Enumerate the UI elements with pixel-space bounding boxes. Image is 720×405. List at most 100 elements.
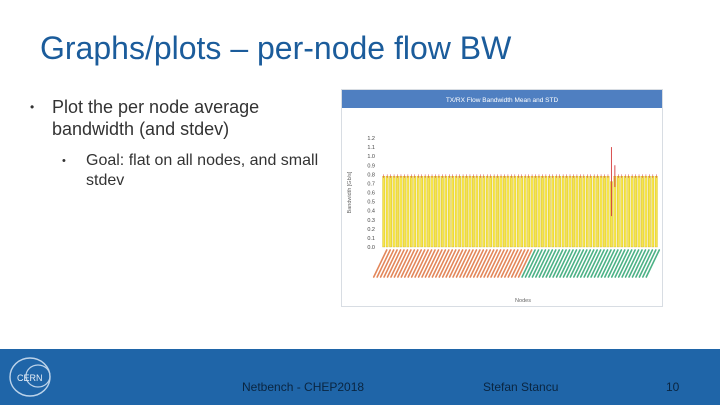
y-tick-label: 0.4 <box>367 209 375 215</box>
y-axis-label: Bandwidth [Gb/s] <box>347 171 353 213</box>
bullet-1-text: Plot the per node average bandwidth (and… <box>52 97 260 139</box>
bar-node-45 <box>534 176 537 248</box>
node-label-74 <box>624 249 640 278</box>
node-label-34 <box>486 249 502 278</box>
node-label-49 <box>538 249 554 278</box>
node-label-32 <box>479 249 495 278</box>
node-label-10 <box>403 249 419 278</box>
bar-node-79 <box>651 176 655 248</box>
bar-node-54 <box>565 176 568 248</box>
bar-node-39 <box>513 176 517 248</box>
node-label-63 <box>586 249 602 278</box>
sub-bullet-marker: • <box>62 155 66 167</box>
node-label-73 <box>621 249 636 278</box>
node-label-52 <box>548 249 564 278</box>
node-label-35 <box>490 249 505 278</box>
y-tick-label: 0.3 <box>367 218 375 224</box>
bar-node-43 <box>527 176 530 248</box>
node-label-77 <box>635 249 650 278</box>
node-label-71 <box>614 249 630 278</box>
y-tick-label: 0.0 <box>367 245 375 251</box>
bar-node-15 <box>430 176 434 248</box>
bar-node-78 <box>648 176 651 248</box>
node-label-39 <box>504 249 519 278</box>
node-label-60 <box>576 249 592 278</box>
bandwidth-chart: TX/RX Flow Bandwidth Mean and STD 0.0 0.1 0… <box>341 89 663 307</box>
node-label-50 <box>541 249 557 278</box>
bar-node-28 <box>475 176 479 248</box>
node-label-5 <box>386 249 402 278</box>
bar-node-77 <box>644 176 648 248</box>
bar-node-4 <box>392 176 396 248</box>
bar-node-69 <box>617 176 620 248</box>
node-label-30 <box>472 249 488 278</box>
node-label-16 <box>424 249 440 278</box>
node-label-56 <box>562 249 578 278</box>
footer-bar: CERN Netbench - CHEP2018 Stefan Stancu 1… <box>0 349 720 405</box>
node-label-79 <box>642 249 657 278</box>
node-label-24 <box>452 249 467 278</box>
node-label-18 <box>431 249 447 278</box>
bar-node-6 <box>399 176 403 248</box>
node-label-53 <box>552 249 567 278</box>
y-tick-label: 0.7 <box>367 181 375 187</box>
bar-node-46 <box>537 176 541 248</box>
node-label-36 <box>493 249 509 278</box>
bar-node-22 <box>454 176 458 248</box>
footer-author: Stefan Stancu <box>483 380 559 394</box>
node-label-14 <box>417 249 433 278</box>
y-tick-label: 1.2 <box>367 136 375 142</box>
bar-node-44 <box>530 176 534 248</box>
bar-node-7 <box>403 176 406 248</box>
bar-node-49 <box>548 176 551 248</box>
node-label-54 <box>555 249 571 278</box>
bar-node-72 <box>627 176 630 248</box>
bar-node-19 <box>444 176 448 248</box>
bar-node-12 <box>420 176 423 248</box>
bar-node-18 <box>441 176 444 248</box>
node-label-45 <box>524 249 540 278</box>
bandwidth-chart-svg: TX/RX Flow Bandwidth Mean and STD 0.0 0.1 0… <box>342 90 662 306</box>
node-label-72 <box>617 249 633 278</box>
node-label-66 <box>597 249 612 278</box>
bar-node-53 <box>561 176 565 248</box>
bar-node-57 <box>575 176 579 248</box>
bar-node-5 <box>396 176 399 248</box>
node-label-41 <box>510 249 526 278</box>
bar-node-20 <box>447 176 451 248</box>
bar-node-3 <box>389 176 392 248</box>
bar-node-30 <box>482 176 486 248</box>
node-label-22 <box>445 249 460 278</box>
node-label-15 <box>421 249 436 278</box>
node-label-25 <box>455 249 471 278</box>
node-label-80 <box>645 249 661 278</box>
bar-node-62 <box>592 176 596 248</box>
node-label-6 <box>390 249 405 278</box>
bar-node-14 <box>427 176 430 248</box>
node-label-64 <box>590 249 605 278</box>
node-label-48 <box>535 249 550 278</box>
node-label-47 <box>531 249 547 278</box>
y-tick-label: 0.5 <box>367 200 375 206</box>
node-label-29 <box>469 249 485 278</box>
bar-node-13 <box>423 176 427 248</box>
node-label-31 <box>476 249 492 278</box>
node-label-26 <box>459 249 474 278</box>
node-label-20 <box>438 249 454 278</box>
y-tick-label: 0.9 <box>367 163 375 169</box>
node-label-4 <box>383 249 398 278</box>
bar-node-59 <box>582 176 586 248</box>
node-label-13 <box>414 249 429 278</box>
node-label-8 <box>397 249 412 278</box>
bar-node-27 <box>472 176 475 248</box>
node-label-76 <box>631 249 647 278</box>
chart-header <box>342 90 662 108</box>
node-label-62 <box>583 249 598 278</box>
node-label-2 <box>376 249 391 278</box>
bar-node-40 <box>516 176 520 248</box>
node-label-78 <box>638 249 654 278</box>
node-label-51 <box>545 249 561 278</box>
y-tick-label: 0.2 <box>367 227 375 233</box>
bar-node-29 <box>479 176 482 248</box>
